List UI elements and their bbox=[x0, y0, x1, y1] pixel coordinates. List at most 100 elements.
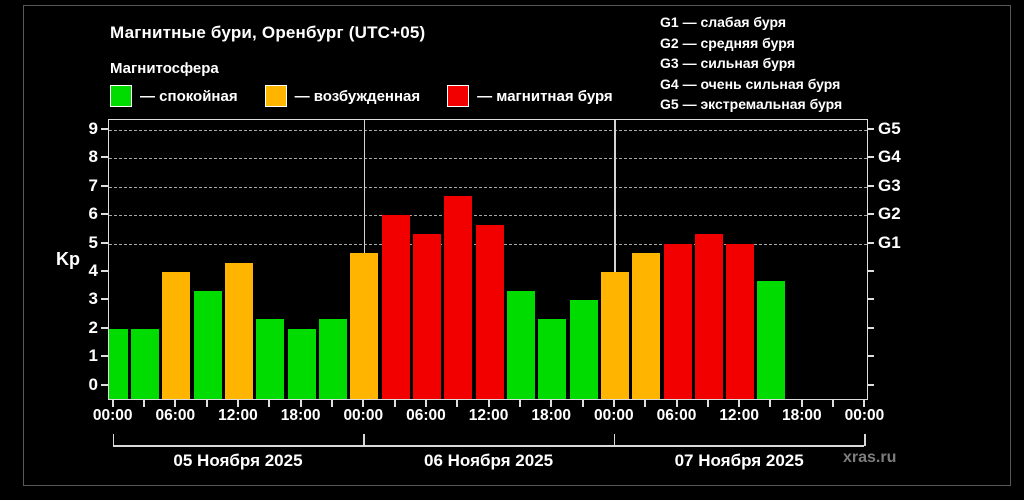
kp-bar-day3-h57 bbox=[694, 234, 723, 399]
day-bracket-tick bbox=[864, 434, 866, 446]
right-axis-tick bbox=[867, 127, 874, 130]
g-scale-line: G3 — сильная буря bbox=[660, 55, 796, 71]
y-tick-label: 2 bbox=[88, 317, 98, 337]
y-tick-label: 1 bbox=[88, 346, 98, 366]
x-axis-tick bbox=[800, 400, 803, 407]
kp-bar-day2-h33 bbox=[444, 196, 473, 399]
x-axis-tick bbox=[738, 400, 741, 407]
y-tick-label: 4 bbox=[88, 261, 98, 280]
x-tick-label: 00:00 bbox=[594, 407, 634, 424]
x-tick-label: 06:00 bbox=[155, 407, 196, 424]
x-axis-tick bbox=[612, 400, 615, 407]
kp-bar-day2-h45 bbox=[569, 300, 598, 399]
right-axis-tick bbox=[867, 383, 874, 386]
right-axis-tick bbox=[867, 213, 874, 216]
gridline-kp7 bbox=[109, 186, 867, 188]
y-axis-tick bbox=[101, 270, 108, 272]
x-tick-label: 06:00 bbox=[656, 407, 697, 424]
right-axis-tick bbox=[867, 241, 874, 244]
x-axis-tick bbox=[111, 400, 114, 407]
x-axis-tick bbox=[769, 400, 772, 407]
y-tick-label: 3 bbox=[88, 289, 98, 309]
y-tick-label: 8 bbox=[88, 147, 98, 167]
g-scale-line: G4 — очень сильная буря bbox=[660, 75, 841, 92]
x-axis-tick bbox=[863, 400, 866, 407]
x-axis-tick bbox=[518, 400, 521, 407]
x-tick-label: 00:00 bbox=[844, 407, 885, 424]
x-tick-label: 00:00 bbox=[92, 407, 133, 424]
x-axis-tick bbox=[550, 400, 553, 407]
kp-bar-day2-h42 bbox=[538, 319, 567, 399]
calm-color-swatch-icon bbox=[110, 85, 132, 107]
x-axis-tick bbox=[487, 400, 490, 407]
right-axis-tick bbox=[867, 355, 874, 358]
x-tick-label: 12:00 bbox=[719, 407, 759, 424]
kp-bar-day2-h27 bbox=[381, 215, 410, 399]
kp-bar-day3-h54 bbox=[663, 243, 692, 399]
x-tick-label: 12:00 bbox=[468, 407, 509, 424]
right-axis-label-G3: G3 bbox=[878, 175, 901, 195]
kp-bar-day3-h51 bbox=[632, 252, 661, 399]
right-axis-tick bbox=[867, 326, 874, 329]
y-tick-label: 6 bbox=[88, 204, 98, 224]
day-boundary-line bbox=[614, 120, 616, 399]
legend-item-label: — магнитная буря bbox=[477, 87, 613, 105]
kp-bar-day1-h6 bbox=[162, 272, 191, 399]
chart-title: Магнитные бури, Оренбург (UTC+05) bbox=[110, 23, 426, 42]
x-axis-tick bbox=[832, 400, 835, 407]
y-axis-tick bbox=[101, 355, 108, 358]
canvas-border bbox=[23, 5, 1011, 486]
y-axis-tick bbox=[101, 241, 108, 244]
x-tick-label: 18:00 bbox=[781, 407, 822, 424]
day-bracket-tick bbox=[112, 434, 115, 446]
x-axis-tick bbox=[205, 400, 208, 407]
date-label: 07 Ноября 2025 bbox=[674, 451, 804, 470]
plot-area bbox=[108, 119, 868, 400]
x-axis-tick bbox=[362, 400, 365, 407]
kp-bar-day2-h36 bbox=[475, 224, 504, 399]
kp-bar-day2-h24 bbox=[350, 252, 379, 399]
y-axis-tick bbox=[101, 156, 108, 159]
legend-item-storm: — магнитная буря bbox=[447, 85, 613, 107]
y-axis-tick bbox=[101, 127, 108, 130]
x-axis-tick bbox=[706, 400, 709, 407]
legend-item-label: — спокойная bbox=[140, 87, 238, 105]
legend-item-excited: — возбужденная bbox=[264, 85, 420, 107]
y-axis-tick bbox=[101, 184, 108, 187]
x-axis-tick bbox=[143, 400, 146, 407]
kp-bar-day1-h18 bbox=[287, 328, 316, 399]
gridline-kp8 bbox=[109, 158, 867, 160]
x-tick-label: 12:00 bbox=[218, 407, 258, 424]
y-tick-label: 9 bbox=[88, 118, 98, 138]
x-axis-tick bbox=[675, 400, 678, 407]
x-axis-tick bbox=[581, 400, 584, 407]
x-axis-tick bbox=[393, 400, 396, 407]
right-axis-tick bbox=[867, 298, 874, 301]
y-axis-tick bbox=[101, 298, 108, 301]
y-axis-title: Kp bbox=[56, 249, 80, 269]
g-scale-legend: G1 — слабая буря G2 — средняя буря G3 — … bbox=[660, 12, 842, 115]
x-tick-label: 18:00 bbox=[531, 407, 572, 424]
x-axis-tick bbox=[299, 400, 302, 407]
g-scale-line: G2 — средняя буря bbox=[660, 34, 795, 51]
day-bracket-tick bbox=[363, 434, 365, 446]
right-axis-tick bbox=[867, 156, 874, 159]
storm-color-swatch-icon bbox=[447, 85, 470, 107]
kp-bar-day3-h63 bbox=[757, 281, 786, 399]
kp-bar-day1-h3 bbox=[131, 328, 160, 399]
x-tick-label: 06:00 bbox=[406, 407, 446, 424]
x-axis-tick bbox=[330, 400, 333, 407]
kp-bar-day3-h48 bbox=[600, 272, 629, 399]
kp-bar-day2-h30 bbox=[412, 234, 441, 399]
date-label: 06 Ноября 2025 bbox=[424, 451, 554, 470]
day-bracket-tick bbox=[613, 434, 616, 446]
y-tick-label: 5 bbox=[88, 232, 98, 252]
x-axis-tick bbox=[174, 400, 177, 407]
chart-subtitle: Магнитосфера bbox=[110, 60, 219, 77]
right-axis-label-G2: G2 bbox=[878, 204, 901, 224]
kp-bar-day2-h39 bbox=[506, 291, 535, 399]
kp-bar-day1-h9 bbox=[193, 291, 222, 399]
x-axis-tick bbox=[644, 400, 647, 407]
y-tick-label: 0 bbox=[88, 374, 98, 394]
